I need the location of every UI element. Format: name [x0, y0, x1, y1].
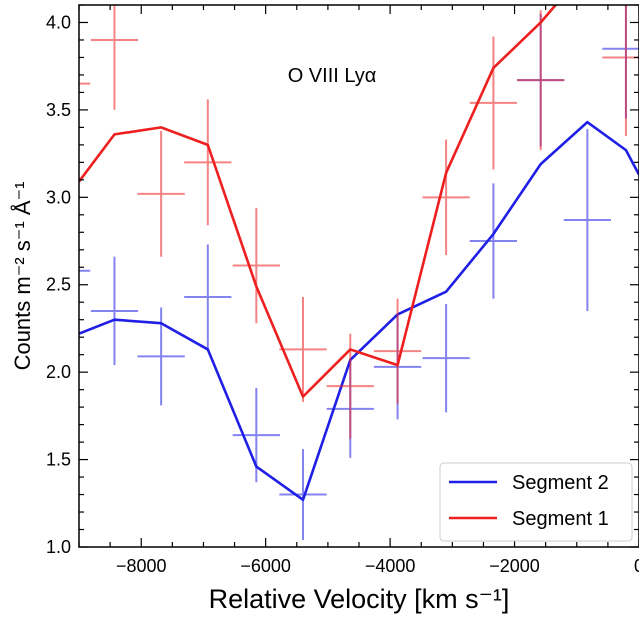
x-tick-label: −4000	[365, 556, 416, 576]
y-tick-label: 1.0	[46, 537, 71, 557]
data-point-segment-2	[422, 303, 470, 413]
series-line-segment-1	[79, 5, 558, 398]
y-tick-label: 2.5	[46, 275, 71, 295]
data-point-segment-2	[602, 5, 639, 119]
data-point-segment-1	[373, 298, 422, 404]
data-point-segment-1	[90, 5, 139, 110]
data-point-segment-1	[517, 10, 565, 151]
data-point-segment-2	[563, 129, 611, 311]
data-point-segment-1	[422, 139, 470, 256]
data-point-segment-1	[602, 5, 639, 137]
series-line-segment-2	[79, 120, 639, 502]
y-tick-label: 1.5	[46, 450, 71, 470]
legend: Segment 2 Segment 1	[439, 462, 633, 542]
legend-label-segment-2: Segment 2	[512, 472, 609, 494]
y-tick-label: 4.0	[46, 12, 71, 32]
data-point-segment-1	[137, 130, 185, 257]
y-tick-label: 3.0	[46, 187, 71, 207]
x-tick-label: 0	[634, 556, 639, 576]
plot-data-layer	[79, 5, 639, 541]
data-point-segment-2	[469, 183, 518, 299]
data-point-segment-1	[279, 296, 327, 402]
data-point-segment-2	[79, 269, 91, 272]
x-tick-label: −2000	[489, 556, 540, 576]
y-axis-title: Counts m⁻² s⁻¹ Å⁻¹	[10, 182, 35, 371]
y-tick-label: 3.5	[46, 100, 71, 120]
data-point-segment-1	[232, 207, 280, 324]
x-tick-label: −8000	[116, 556, 167, 576]
x-tick-label: −6000	[240, 556, 291, 576]
x-axis-title: Relative Velocity [km s⁻¹]	[209, 584, 510, 614]
line-annotation: O VIII Lyα	[288, 65, 377, 87]
axis-ticks: −8000 −6000 −4000 −2000 0 1.0 1.5 2.0 2.5 3.0 3.5 4…	[46, 4, 639, 576]
data-point-segment-1	[184, 99, 232, 226]
data-point-segment-2	[279, 449, 327, 541]
y-tick-label: 2.0	[46, 362, 71, 382]
data-point-segment-2	[90, 256, 139, 366]
data-point-segment-1	[79, 82, 91, 85]
data-point-segment-2	[184, 244, 232, 350]
legend-label-segment-1: Segment 1	[512, 508, 609, 530]
